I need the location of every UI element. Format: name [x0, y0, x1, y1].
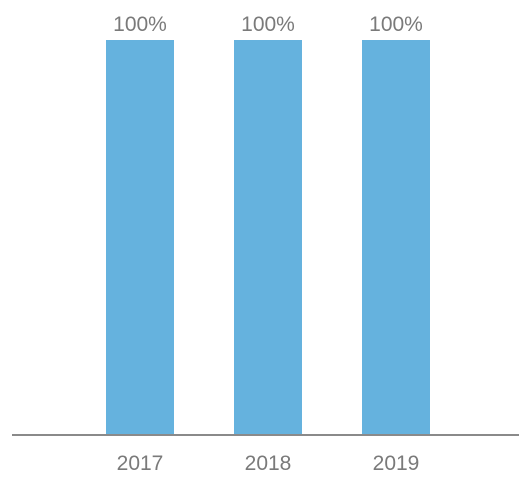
data-label-2019: 100% — [369, 13, 423, 36]
bars-group — [106, 40, 430, 435]
data-label-2017: 100% — [113, 13, 167, 36]
x-tick-label-2019: 2019 — [373, 452, 420, 475]
x-tick-label-2018: 2018 — [245, 452, 292, 475]
x-tick-labels-group: 2017 2018 2019 — [117, 452, 420, 475]
bar-2017 — [106, 40, 174, 435]
bar-2019 — [362, 40, 430, 435]
bar-2018 — [234, 40, 302, 435]
data-label-2018: 100% — [241, 13, 295, 36]
x-tick-label-2017: 2017 — [117, 452, 164, 475]
data-labels-group: 100% 100% 100% — [113, 13, 423, 36]
